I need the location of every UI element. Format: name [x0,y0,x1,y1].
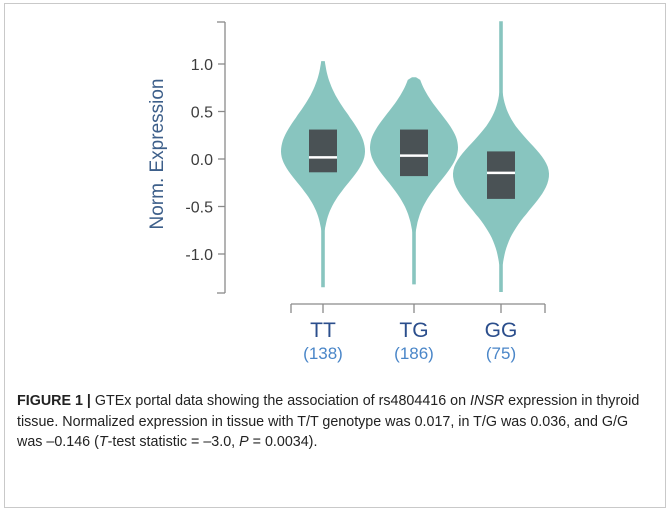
group-n-label: (186) [394,344,434,363]
caption-text-3: -test statistic = –3.0, [107,434,240,450]
figure-panel: 1.0 0.5 0.0 -0.5 -1.0 TT (138) TG (186) GG (75) No… [4,3,666,508]
group-label: TG [399,319,428,342]
y-tick-label: 0.0 [191,152,213,169]
box-tt [309,129,337,173]
box-tg [400,129,428,177]
group-n-label: (75) [486,344,516,363]
violin-tg [370,77,458,285]
y-tick-label: -1.0 [185,247,213,264]
p-variable: P [239,434,249,450]
group-n-label: (138) [303,344,343,363]
violin-group [281,21,549,292]
axes: 1.0 0.5 0.0 -0.5 -1.0 TT (138) TG (186) GG (75) [185,21,546,363]
figure-label: FIGURE 1 | [17,393,91,409]
box-gg [487,151,515,199]
y-tick-label: -0.5 [185,200,213,217]
test-variable: T [98,434,108,450]
gene-name: INSR [470,393,505,409]
group-label: GG [485,319,518,342]
violin-chart: 1.0 0.5 0.0 -0.5 -1.0 TT (138) TG (186) GG (75) No… [147,21,549,363]
y-axis-label: Norm. Expression [147,79,168,230]
caption-text-1: GTEx portal data showing the association… [90,393,471,409]
violin-tt [281,61,365,288]
y-tick-label: 1.0 [191,57,213,74]
caption-text-2: expression in thyroid tissue. Normalized… [17,393,640,450]
y-tick-label: 0.5 [191,105,213,122]
figure-caption: FIGURE 1 | GTEx portal data showing the … [17,391,657,453]
caption-text-4: = 0.0034). [248,434,318,450]
group-label: TT [310,319,336,342]
